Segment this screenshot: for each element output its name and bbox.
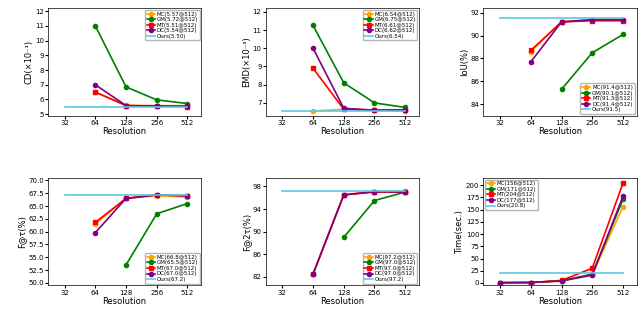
X-axis label: Resolution: Resolution (102, 127, 147, 136)
X-axis label: Resolution: Resolution (321, 127, 364, 136)
Y-axis label: F@2τ(%): F@2τ(%) (242, 213, 251, 251)
Y-axis label: F@τ(%): F@τ(%) (18, 215, 27, 248)
Legend: MC(156@512), GM(171@512), MT(204@512), DC(177@512), Ours(20.8): MC(156@512), GM(171@512), MT(204@512), D… (485, 180, 538, 210)
Y-axis label: Time(sec.): Time(sec.) (456, 210, 465, 254)
Y-axis label: CD(×10⁻¹): CD(×10⁻¹) (24, 40, 33, 84)
Legend: MC(66.8@512), GM(65.5@512), MT(67.0@512), DC(67.0@512), Ours(67.2): MC(66.8@512), GM(65.5@512), MT(67.0@512)… (145, 253, 200, 284)
X-axis label: Resolution: Resolution (538, 297, 582, 306)
X-axis label: Resolution: Resolution (102, 297, 147, 306)
Legend: MC(6.54@512), GM(6.75@512), MT(6.61@512), DC(6.62@512), Ours(6.54): MC(6.54@512), GM(6.75@512), MT(6.61@512)… (363, 10, 417, 40)
X-axis label: Resolution: Resolution (538, 127, 582, 136)
Y-axis label: IoU(%): IoU(%) (460, 48, 469, 76)
X-axis label: Resolution: Resolution (321, 297, 364, 306)
Legend: MC(91.4@512), GM(90.1@512), MT(91.3@512), DC(91.4@512), Ours(91.5): MC(91.4@512), GM(90.1@512), MT(91.3@512)… (580, 83, 635, 114)
Legend: MC(97.2@512), GM(97.0@512), MT(97.0@512), DC(97.0@512), Ours(97.2): MC(97.2@512), GM(97.0@512), MT(97.0@512)… (363, 253, 417, 284)
Legend: MC(5.57@512), GM(5.72@512), MT(5.51@512), DC(5.54@512), Ours(5.50): MC(5.57@512), GM(5.72@512), MT(5.51@512)… (145, 10, 200, 40)
Y-axis label: EMD(×10⁻³): EMD(×10⁻³) (242, 36, 251, 87)
